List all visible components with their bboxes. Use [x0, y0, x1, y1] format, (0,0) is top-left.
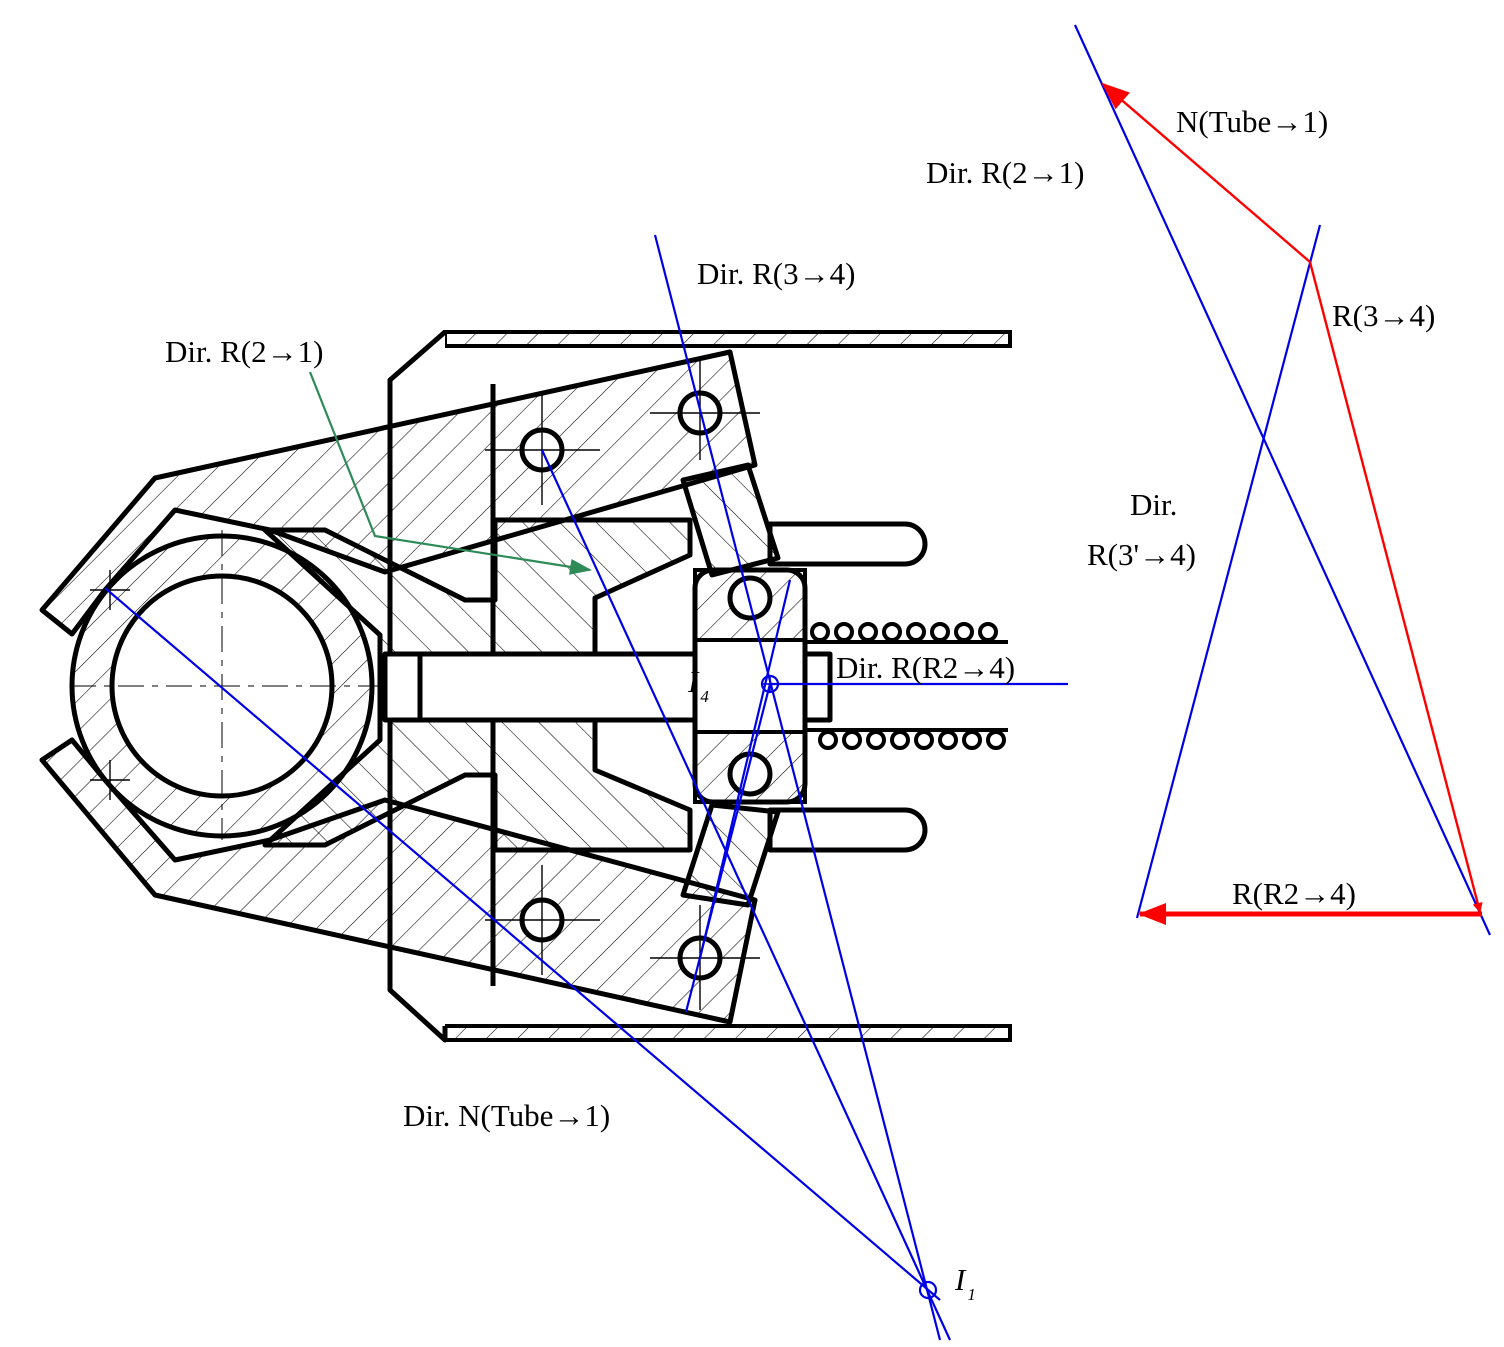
spring-coil — [938, 730, 958, 750]
force-vectors — [1101, 82, 1483, 925]
line-n-tube-1 — [104, 587, 941, 1301]
label-r34-vector: R(3→4) — [1332, 298, 1435, 333]
spring-coil — [866, 730, 886, 750]
label-r3p4: R(3'→4) — [1087, 537, 1196, 572]
line-lower-link-2 — [684, 683, 772, 1013]
labels: Dir. R(2→1) Dir. R(3→4) Dir. R(2→1) N(Tu… — [165, 104, 1435, 1304]
spring-coil — [914, 730, 934, 750]
spring-coil — [834, 622, 854, 642]
spring-coil — [986, 730, 1006, 750]
label-dir-rr24: Dir. R(R2→4) — [836, 650, 1015, 685]
point-i1-marker — [918, 1280, 938, 1300]
spring-coil — [906, 622, 926, 642]
spring-coil — [962, 730, 982, 750]
spring-coil — [882, 622, 902, 642]
label-dir-r21-right: Dir. R(2→1) — [926, 155, 1084, 190]
tube-wall-bottom — [443, 1024, 1012, 1042]
label-dir-r21-left: Dir. R(2→1) — [165, 334, 323, 369]
tube-wall-top — [443, 330, 1012, 348]
line-r3p4-right — [1135, 224, 1322, 919]
label-rr24-vector: R(R2→4) — [1232, 876, 1356, 911]
line-r21-left — [541, 449, 951, 1341]
vector-n-tube-1 — [1101, 82, 1311, 263]
spring-coil — [954, 622, 974, 642]
guide-slot-bottom — [767, 807, 928, 853]
construction-lines — [104, 24, 1492, 1341]
spring-coil — [842, 730, 862, 750]
leader-r21 — [308, 371, 592, 575]
mechanism-drawing — [39, 330, 1012, 1043]
guide-slot-top — [767, 521, 928, 567]
line-r34-left — [653, 234, 942, 1341]
return-spring — [805, 622, 1008, 750]
label-n-tube-1: N(Tube→1) — [1176, 104, 1328, 139]
spring-coil — [858, 622, 878, 642]
label-dir-word: Dir. — [1130, 487, 1177, 522]
spring-coil — [978, 622, 998, 642]
spring-coil — [818, 730, 838, 750]
lower-link — [680, 802, 781, 908]
upper-link — [680, 462, 781, 578]
label-dir-n-tube-1: Dir. N(Tube→1) — [403, 1098, 610, 1133]
spring-coil — [890, 730, 910, 750]
spring-coil — [810, 622, 830, 642]
line-r21-right — [1073, 24, 1492, 936]
spring-coil — [930, 622, 950, 642]
vector-r34 — [1308, 261, 1483, 913]
label-dir-r34-top: Dir. R(3→4) — [697, 256, 855, 291]
